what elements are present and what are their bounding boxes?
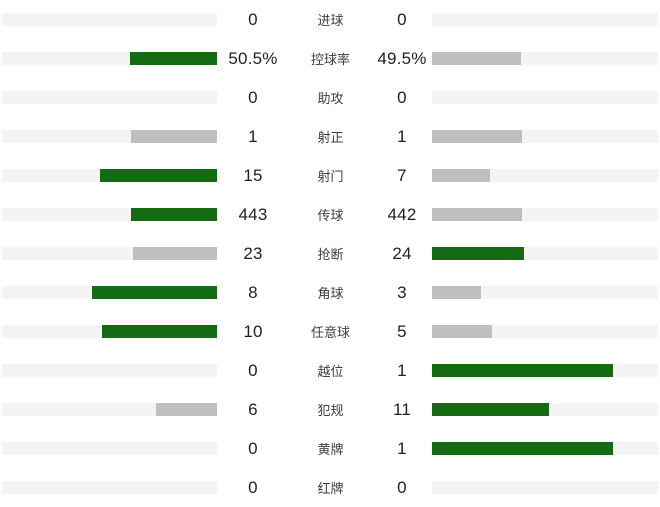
stat-label: 射正	[317, 130, 344, 145]
stat-row: 0 越位 1	[0, 351, 660, 390]
right-stat-value: 442	[387, 204, 417, 224]
left-bar-fill	[131, 130, 217, 143]
right-bar-track	[432, 208, 658, 221]
left-stat-value: 443	[238, 204, 268, 224]
right-bar-fill	[432, 286, 482, 299]
left-bar-fill	[130, 208, 217, 221]
right-bar-track	[432, 442, 658, 455]
left-bar-track	[2, 403, 217, 416]
left-stat-value: 0	[248, 438, 258, 458]
left-stat-value: 0	[248, 9, 258, 29]
right-stat-value: 49.5%	[377, 48, 427, 68]
stat-label: 抢断	[317, 247, 344, 262]
left-bar-track	[2, 91, 217, 104]
stat-label: 犯规	[317, 403, 344, 418]
right-bar-track	[432, 481, 658, 494]
right-bar-track	[432, 286, 658, 299]
left-bar-track	[2, 286, 217, 299]
stat-row: 0 黄牌 1	[0, 429, 660, 468]
stat-label: 射门	[317, 169, 344, 184]
stat-label: 进球	[317, 13, 344, 28]
stat-label: 任意球	[310, 325, 350, 340]
stat-row: 15 射门 7	[0, 156, 660, 195]
left-stat-value: 15	[243, 165, 263, 185]
stat-row: 10 任意球 5	[0, 312, 660, 351]
right-bar-fill	[432, 364, 613, 377]
stat-row: 6 犯规 11	[0, 390, 660, 429]
right-stat-value: 0	[397, 9, 407, 29]
left-bar-fill	[132, 247, 217, 260]
left-stat-value: 0	[248, 87, 258, 107]
stat-row: 8 角球 3	[0, 273, 660, 312]
right-stat-value: 1	[397, 360, 407, 380]
right-bar-fill	[432, 169, 490, 182]
stat-row: 50.5% 控球率 49.5%	[0, 39, 660, 78]
left-bar-fill	[91, 286, 217, 299]
right-bar-track	[432, 325, 658, 338]
left-stat-value: 50.5%	[228, 48, 278, 68]
right-bar-fill	[432, 208, 523, 221]
left-bar-fill	[130, 52, 217, 65]
stat-row: 443 传球 442	[0, 195, 660, 234]
left-bar-fill	[156, 403, 217, 416]
right-stat-value: 11	[392, 399, 412, 419]
left-bar-track	[2, 442, 217, 455]
right-stat-value: 24	[392, 243, 412, 263]
stat-label: 越位	[317, 364, 344, 379]
left-bar-track	[2, 325, 217, 338]
left-bar-track	[2, 481, 217, 494]
left-bar-track	[2, 169, 217, 182]
left-stat-value: 8	[248, 282, 258, 302]
stat-row: 1 射正 1	[0, 117, 660, 156]
left-bar-track	[2, 52, 217, 65]
stat-label: 红牌	[317, 481, 344, 496]
right-bar-track	[432, 52, 658, 65]
right-bar-track	[432, 364, 658, 377]
right-bar-fill	[432, 247, 525, 260]
right-bar-track	[432, 91, 658, 104]
stat-label: 角球	[317, 286, 344, 301]
right-stat-value: 1	[397, 438, 407, 458]
right-bar-track	[432, 130, 658, 143]
right-stat-value: 3	[397, 282, 407, 302]
right-bar-track	[432, 403, 658, 416]
right-stat-value: 5	[397, 321, 407, 341]
stat-row: 0 助攻 0	[0, 78, 660, 117]
right-bar-track	[432, 13, 658, 26]
stat-row: 0 进球 0	[0, 0, 660, 39]
left-stat-value: 1	[248, 126, 258, 146]
right-stat-value: 0	[397, 87, 407, 107]
left-stat-value: 6	[248, 399, 258, 419]
left-bar-track	[2, 130, 217, 143]
right-bar-fill	[432, 403, 549, 416]
left-stat-value: 23	[243, 243, 263, 263]
right-bar-track	[432, 247, 658, 260]
right-bar-fill	[432, 325, 493, 338]
right-bar-fill	[432, 52, 522, 65]
right-stat-value: 0	[397, 477, 407, 497]
right-bar-fill	[432, 130, 523, 143]
right-stat-value: 1	[397, 126, 407, 146]
left-bar-fill	[99, 169, 217, 182]
left-bar-track	[2, 13, 217, 26]
stat-row: 23 抢断 24	[0, 234, 660, 273]
stat-label: 黄牌	[317, 442, 344, 457]
right-bar-track	[432, 169, 658, 182]
stat-row: 0 红牌 0	[0, 468, 660, 507]
left-stat-value: 10	[243, 321, 263, 341]
left-bar-track	[2, 208, 217, 221]
left-stat-value: 0	[248, 360, 258, 380]
stat-label: 控球率	[310, 52, 350, 67]
stat-label: 传球	[317, 208, 344, 223]
right-stat-value: 7	[397, 165, 407, 185]
left-bar-track	[2, 247, 217, 260]
left-stat-value: 0	[248, 477, 258, 497]
left-bar-track	[2, 364, 217, 377]
stat-label: 助攻	[317, 91, 344, 106]
left-bar-fill	[102, 325, 217, 338]
right-bar-fill	[432, 442, 613, 455]
